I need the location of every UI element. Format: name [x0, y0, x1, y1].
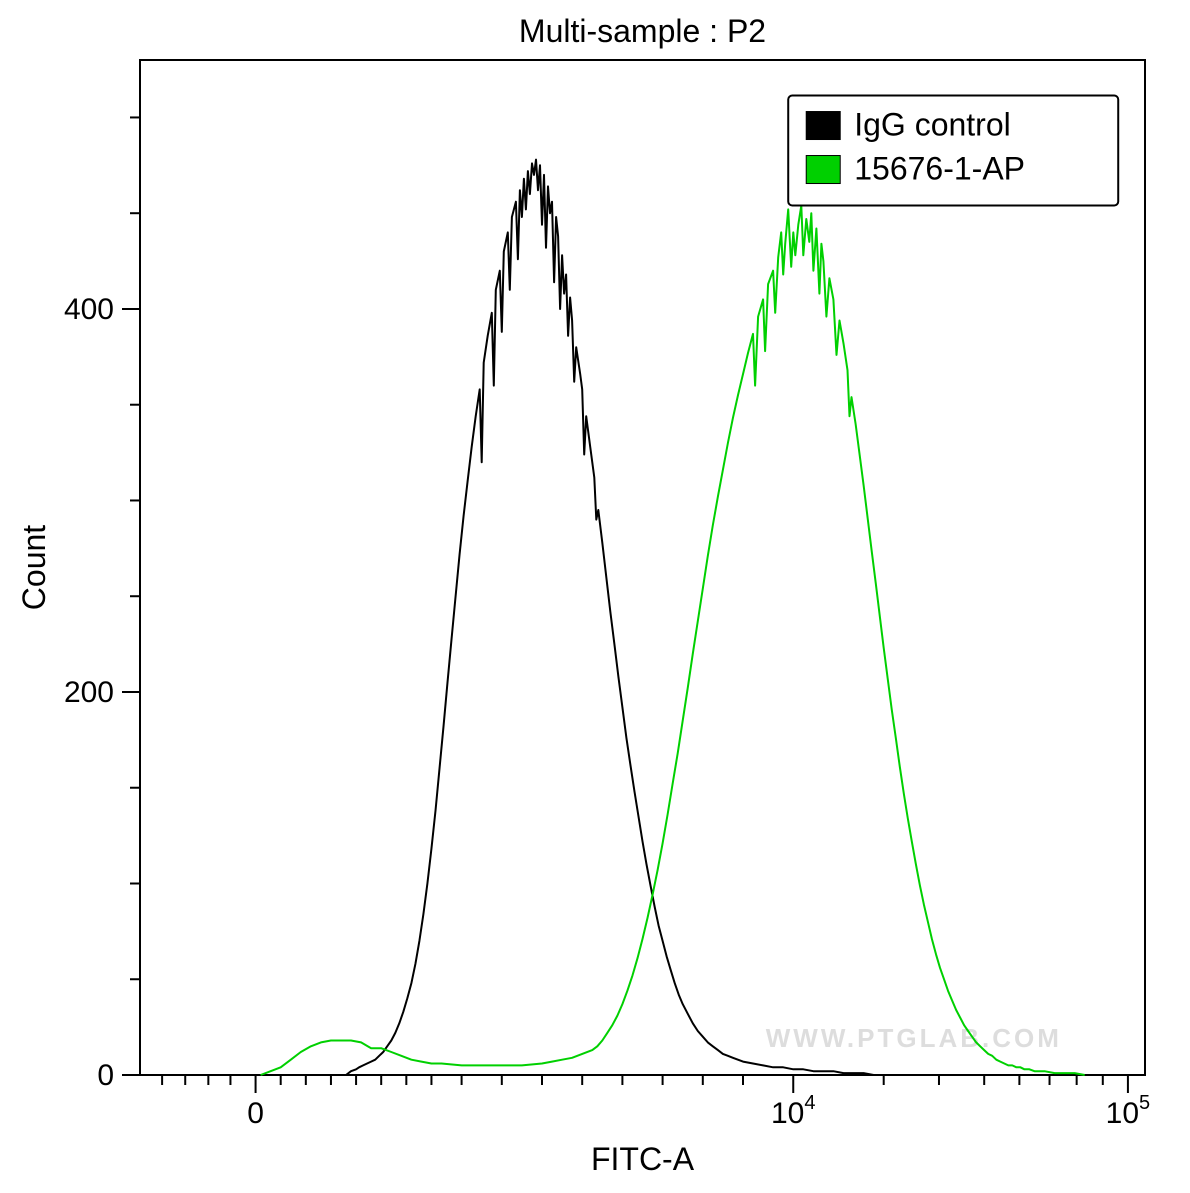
watermark-text: WWW.PTGLAB.COM: [766, 1023, 1062, 1053]
legend-swatch: [806, 112, 840, 140]
flow-cytometry-chart: Multi-sample : P2 0 104 105 FITC-A 0 200 400 Cou…: [0, 0, 1190, 1193]
y-tick-label: 400: [64, 293, 114, 326]
legend-label: 15676-1-AP: [854, 151, 1025, 187]
x-tick-label: 104: [771, 1092, 816, 1130]
x-tick-label: 105: [1106, 1092, 1151, 1130]
legend-label: IgG control: [854, 107, 1011, 143]
x-tick-label: 0: [247, 1097, 264, 1130]
x-axis-label: FITC-A: [591, 1141, 695, 1177]
y-tick-label: 200: [64, 676, 114, 709]
series-line: [346, 160, 874, 1075]
plot-border: [140, 60, 1145, 1075]
y-tick-label: 0: [97, 1059, 114, 1092]
legend-swatch: [806, 156, 840, 184]
figure-container: Multi-sample : P2 0 104 105 FITC-A 0 200 400 Cou…: [0, 0, 1190, 1193]
y-axis-label: Count: [16, 525, 52, 611]
chart-title: Multi-sample : P2: [519, 13, 766, 49]
series-line: [261, 206, 1085, 1076]
